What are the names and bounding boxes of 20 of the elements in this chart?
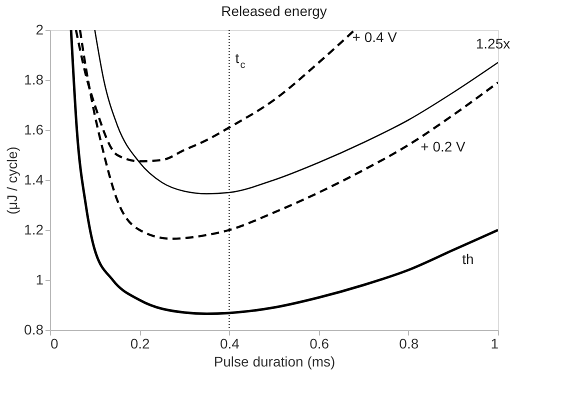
y-tick-label: 1.6 bbox=[24, 122, 44, 138]
series-label: 1.25x bbox=[476, 36, 510, 52]
chart-title: Released energy bbox=[221, 3, 327, 19]
series-label: th bbox=[462, 251, 474, 267]
y-tick-label: 0.8 bbox=[24, 322, 44, 338]
x-tick-label: 0.4 bbox=[220, 336, 240, 352]
x-tick-label: 0.6 bbox=[310, 336, 330, 352]
y-tick-label: 1.2 bbox=[24, 222, 44, 238]
x-tick-label: 1 bbox=[490, 336, 499, 352]
y-tick-label: 1.4 bbox=[24, 172, 44, 188]
y-axis-title: (μJ / cycle) bbox=[4, 146, 20, 214]
x-tick-label: 0.2 bbox=[130, 336, 150, 352]
series-label: + 0.4 V bbox=[352, 29, 398, 45]
y-tick-label: 1.8 bbox=[24, 72, 44, 88]
x-axis-title: Pulse duration (ms) bbox=[214, 354, 336, 370]
series-label: + 0.2 V bbox=[420, 138, 466, 154]
y-tick-label: 2 bbox=[36, 22, 44, 38]
x-tick-label: 0 bbox=[50, 336, 58, 352]
y-tick-label: 1 bbox=[36, 272, 44, 288]
x-tick-label: 0.8 bbox=[399, 336, 419, 352]
